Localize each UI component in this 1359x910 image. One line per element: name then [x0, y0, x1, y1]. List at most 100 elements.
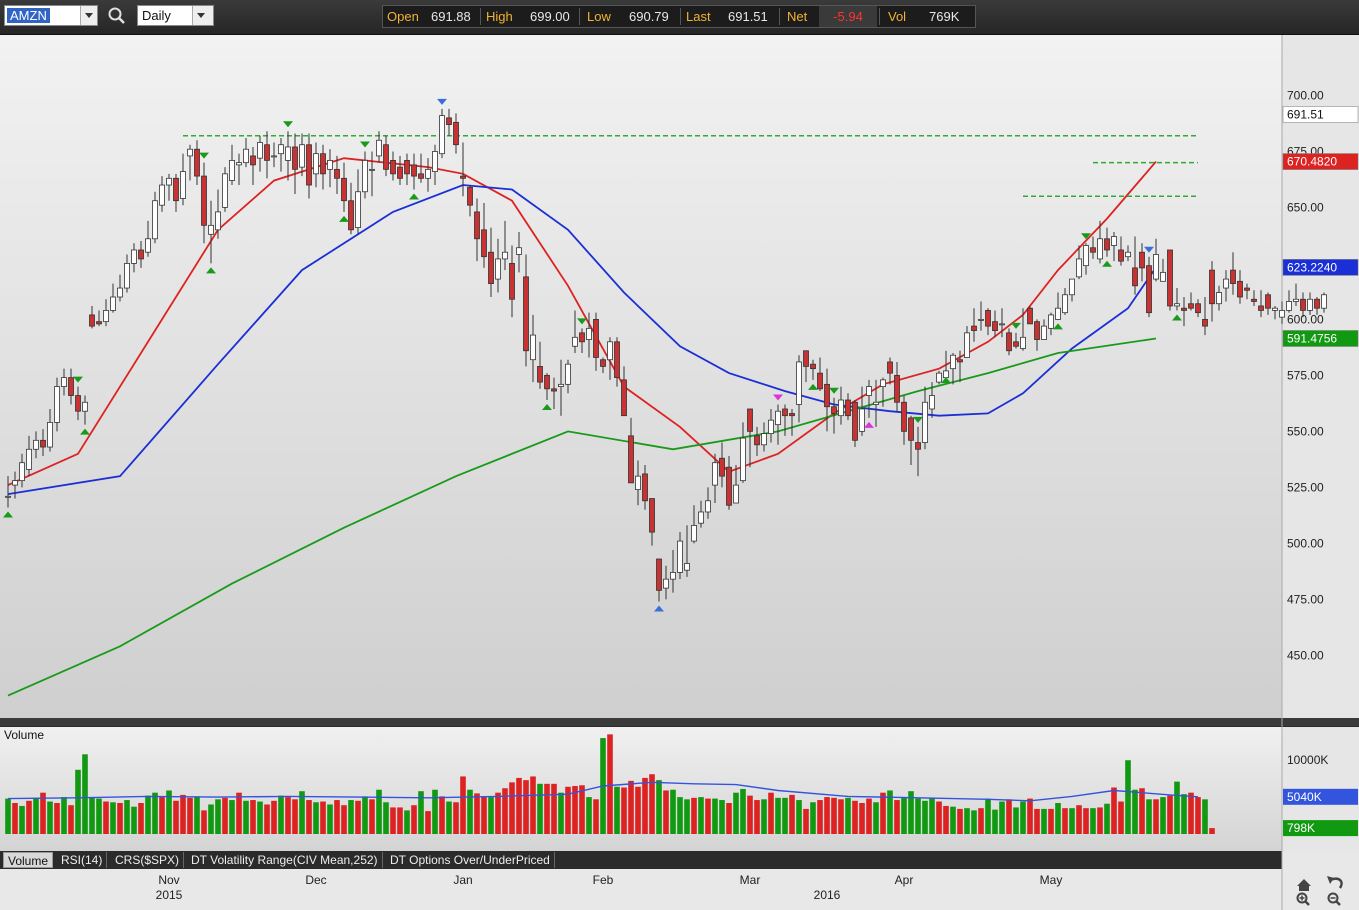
symbol-dropdown[interactable]: AMZN: [4, 5, 98, 26]
volume-bar-up: [1069, 808, 1075, 834]
period-value: Daily: [142, 8, 171, 23]
candle-up: [1307, 298, 1313, 311]
candle-up: [495, 258, 501, 280]
volume-bar-down: [159, 797, 165, 834]
candle-up: [117, 287, 123, 298]
candle-up: [1153, 254, 1159, 280]
swing-marker-below: [1172, 314, 1182, 321]
volume-bar-up: [586, 797, 592, 834]
volume-bar-down: [1048, 808, 1054, 834]
period-dropdown-arrow-icon[interactable]: [192, 6, 213, 25]
indicator-tabs: Volume RSI(14) CRS($SPX) DT Volatility R…: [0, 851, 1281, 869]
candle-up: [1160, 271, 1166, 282]
home-icon[interactable]: [1297, 879, 1311, 891]
volume-bar-down: [250, 800, 256, 834]
candle-down: [474, 211, 480, 240]
candle-up: [152, 200, 158, 240]
swing-marker-above: [829, 387, 839, 394]
candle-down: [817, 372, 823, 390]
volume-bars: [5, 734, 1215, 834]
candle-down: [628, 435, 634, 484]
swing-marker-below: [654, 605, 664, 612]
candle-up: [761, 433, 767, 446]
volume-bar-down: [54, 803, 60, 834]
candle-up: [502, 251, 508, 260]
swing-marker-above: [73, 376, 83, 383]
period-dropdown[interactable]: Daily: [137, 5, 214, 26]
tab-rsi[interactable]: RSI(14): [57, 852, 108, 868]
candle-up: [1286, 301, 1292, 311]
volume-bar-up: [677, 797, 683, 834]
volume-bar-down: [292, 799, 298, 834]
volume-bar-up: [243, 800, 249, 834]
price-axis: 700.00675.00650.00600.00575.00550.00525.…: [1282, 88, 1359, 662]
volume-bar-up: [33, 797, 39, 834]
candle-down: [1314, 298, 1320, 309]
candle-up: [145, 238, 151, 253]
volume-bar-down: [390, 807, 396, 834]
candle-down: [1006, 332, 1012, 352]
volume-bar-up: [712, 798, 718, 834]
candle-down: [453, 121, 459, 146]
candle-up: [978, 318, 984, 321]
panel-divider[interactable]: [0, 718, 1359, 726]
quote-bar: Open 691.88 High 699.00 Low 690.79 Last …: [382, 5, 976, 28]
tab-crs[interactable]: CRS($SPX): [111, 852, 185, 868]
tab-options-over-underpriced[interactable]: DT Options Over/UnderPriced: [386, 852, 555, 868]
candle-up: [257, 142, 263, 159]
volume-bar-up: [446, 801, 452, 834]
candle-down: [1132, 267, 1138, 287]
candle-up: [1293, 298, 1299, 302]
candle-down: [418, 173, 424, 179]
swing-marker-below: [409, 193, 419, 200]
candle-up: [768, 419, 774, 435]
search-icon[interactable]: [106, 6, 128, 26]
net-value: -5.94: [819, 6, 877, 27]
volume-bar-up: [124, 800, 130, 834]
swing-marker-above: [1081, 233, 1091, 240]
volume-bar-up: [698, 797, 704, 834]
volume-bar-up: [362, 796, 368, 834]
volume-bar-up: [110, 802, 116, 834]
price-tick-label: 450.00: [1287, 648, 1324, 662]
candle-down: [1258, 305, 1264, 311]
symbol-dropdown-arrow-icon[interactable]: [80, 6, 97, 25]
zoom-in-icon[interactable]: [1296, 892, 1310, 906]
candle-up: [439, 115, 445, 155]
volume-bar-up: [75, 769, 81, 834]
swing-marker-below: [80, 428, 90, 435]
candle-down: [75, 395, 81, 412]
zoom-out-icon[interactable]: [1327, 892, 1341, 906]
volume-bar-up: [1125, 760, 1131, 834]
candle-down: [894, 374, 900, 403]
swing-marker-below: [808, 383, 818, 390]
volume-bar-down: [621, 787, 627, 834]
price-label-ma20-bg: [1282, 153, 1359, 170]
swing-marker-above: [773, 394, 783, 401]
volume-bar-down: [1188, 792, 1194, 834]
candle-down: [341, 177, 347, 202]
candle-up: [285, 146, 291, 161]
open-value: 691.88: [431, 9, 471, 24]
candle-up: [964, 332, 970, 358]
candle-down: [194, 148, 200, 177]
tab-volatility-range[interactable]: DT Volatility Range(CIV Mean,252): [187, 852, 383, 868]
volume-bar-down: [593, 799, 599, 834]
volume-bar-up: [47, 801, 53, 834]
volume-bar-down: [271, 800, 277, 834]
volume-bar-up: [908, 791, 914, 834]
candle-up: [572, 336, 578, 347]
volume-label-last: 798K: [1287, 821, 1315, 835]
volume-bar-up: [614, 786, 620, 834]
volume-bar-down: [173, 800, 179, 834]
volume-bar-down: [306, 800, 312, 834]
tab-volume[interactable]: Volume: [3, 852, 54, 868]
volume-bar-down: [880, 792, 886, 834]
volume-bar-up: [1090, 808, 1096, 834]
candle-up: [859, 408, 865, 432]
volume-bar-up: [1055, 803, 1061, 834]
volume-bar-up: [152, 792, 158, 834]
undo-icon[interactable]: [1327, 876, 1343, 889]
symbol-input[interactable]: AMZN: [7, 8, 50, 23]
